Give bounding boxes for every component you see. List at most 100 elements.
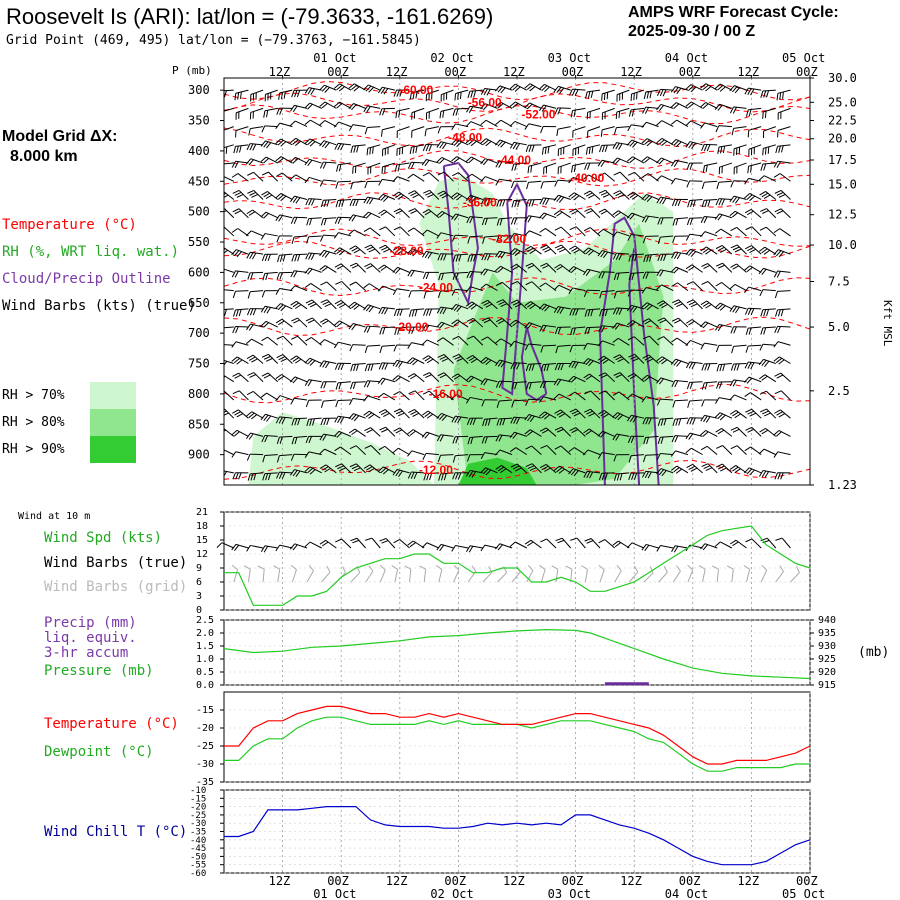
wind-barb-flag [701,281,709,285]
wind-barb-flag [290,105,295,112]
wind-barb-flag [408,409,415,414]
wind-barb-flag [336,103,343,109]
wind-barb [224,89,234,98]
wind-barb-flag [599,291,603,299]
wind-barb [334,446,352,456]
wind-barb-flag [732,428,740,433]
wind-barb-flag [590,309,594,317]
wind-barb [305,336,322,346]
bottom-date-label: 01 Oct [313,887,356,900]
wind-barb [539,380,557,389]
wind-barb [234,89,249,101]
wind-barb-flag [368,467,375,473]
wind-barb-staff [250,126,264,130]
wind-barb [495,338,513,346]
wind-barb-flag [231,270,236,278]
wind-barb-flag [528,199,532,207]
wind-barb-staff [455,234,469,237]
wind-barb [657,217,674,225]
wind-barb-flag [660,254,664,261]
wind-barb-staff [528,363,542,365]
wind-barb [275,138,293,147]
wind-barb [759,390,777,401]
wind-barb-flag [366,197,371,204]
wind-barb-staff [235,126,249,131]
wind-barb-flag [690,467,698,472]
wind-barb [554,244,572,255]
wind-barb-flag [544,86,550,93]
wind-barb [656,284,674,292]
wind-barb-flag [452,108,456,116]
wind-barb-flag [354,165,357,173]
wind-barb [774,325,791,334]
wind-barb [685,447,703,456]
wind-barb [700,321,718,329]
temperature-contour-label: -40.00 [570,171,604,185]
wind-barb-staff [557,306,571,310]
wind-barb-flag [702,84,709,90]
wind-barb-flag [761,564,768,571]
wind-barb-flag [644,195,650,201]
wind-barb [232,372,249,383]
wind-barb-flag [467,91,471,99]
wind-barb-flag [247,308,251,316]
wind-barb-flag [350,146,354,154]
temperature-contour-label: -36.00 [463,196,497,210]
wind-barb-flag [539,564,546,570]
wind-barb [642,470,659,479]
wind-barb-staff [381,306,395,310]
wind-barb-staff [427,410,440,419]
wind-barb-staff [235,160,249,164]
wind-barb-staff [529,102,542,109]
wind-barb [423,189,440,200]
wind-barb-flag [760,208,767,212]
wind-barb [628,454,645,463]
wind-barb-flag [529,415,535,422]
wind-barb-flag [233,146,236,154]
wind-barb [496,235,513,243]
wind-barb-flag [407,269,412,277]
wind-barb [348,413,366,422]
wind-barb-flag [459,91,462,100]
wind-barb-flag [363,464,371,469]
wind-barb [568,266,586,273]
wind-barb-flag [351,247,359,252]
wind-barb-flag [251,193,259,198]
surface-wind-barb-grid [391,565,399,583]
wind-barb [774,372,791,383]
wind-barb-flag [626,393,633,399]
wind-barb-flag [715,244,723,250]
wind-barb-flag [438,158,445,164]
wind-barb [568,287,586,295]
wind-barb-staff [763,126,776,132]
surface-wind-barb-true [421,542,440,549]
wind-barb-flag [554,107,559,115]
wind-barb-flag [278,472,283,479]
wind-barb-staff [426,126,439,130]
wind-barb-flag [455,254,459,262]
wind-barb-staff [425,290,439,293]
wind-barb [481,336,498,346]
wind-barb-flag [661,359,668,365]
wind-barb-flag [641,121,647,128]
wind-barb-staff [470,375,484,383]
surface-wind-barb-grid [306,565,314,583]
wind-barb-flag [540,345,544,353]
wind-barb [451,213,469,221]
wind-barb-flag [766,309,770,317]
wind-barb-staff [325,318,337,328]
wind-barb-flag [673,267,680,274]
bottom-time-tick-label: 12Z [737,874,759,888]
wind-barb [612,231,630,238]
wind-barb-flag [366,106,371,113]
wind-barb-flag [582,358,589,364]
wind-barb-flag [500,303,508,308]
wind-barb-flag [700,102,706,108]
wind-barb-staff [235,290,249,292]
wind-barb-staff [473,335,484,346]
wind-barb [748,144,762,157]
wind-barb-flag [334,363,339,370]
wind-barb-staff [397,266,410,273]
wind-barb-flag [378,362,383,370]
wind-barb-flag [392,288,398,296]
